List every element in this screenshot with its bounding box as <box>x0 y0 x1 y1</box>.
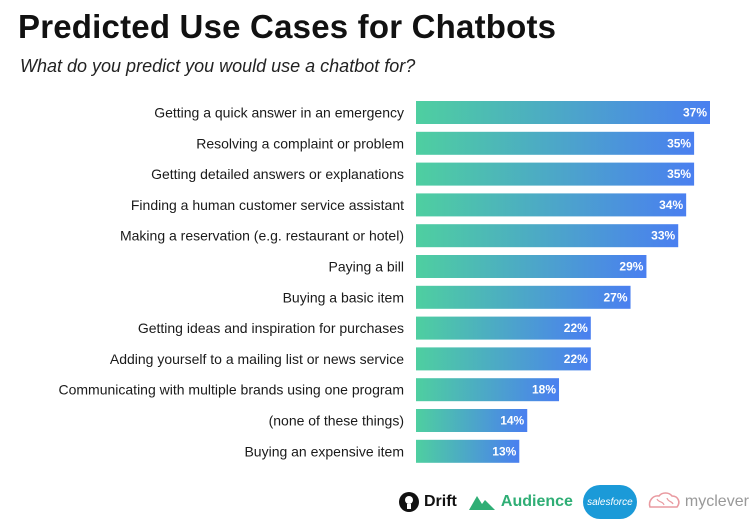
category-label-2: Resolving a complaint or problem <box>196 135 404 151</box>
myclever-logo: myclever <box>647 491 749 513</box>
chart-subtitle: What do you predict you would use a chat… <box>20 56 416 76</box>
value-label-10: 18% <box>532 383 556 397</box>
bar-4 <box>416 193 687 217</box>
value-label-7: 27% <box>604 290 628 304</box>
category-label-11: (none of these things) <box>269 413 404 429</box>
value-label-8: 22% <box>564 321 588 335</box>
audience-logo-text: Audience <box>500 493 573 510</box>
category-label-7: Buying a basic item <box>283 289 404 305</box>
drift-logo-text: Drift <box>424 493 457 510</box>
bar-7 <box>416 285 631 309</box>
salesforce-cloud-icon: salesforce <box>582 485 637 519</box>
value-label-3: 35% <box>667 167 691 181</box>
category-label-1: Getting a quick answer in an emergency <box>154 105 404 121</box>
audience-icon <box>468 496 495 510</box>
bar-8 <box>416 316 591 340</box>
value-label-9: 22% <box>564 352 588 366</box>
bar-chart: Getting a quick answer in an emergency 37… <box>58 101 710 463</box>
category-label-8: Getting ideas and inspiration for purcha… <box>138 320 404 336</box>
sponsor-logos: Drift Audience salesforce myclever <box>398 484 749 520</box>
category-label-9: Adding yourself to a mailing list or new… <box>110 351 404 367</box>
category-label-6: Paying a bill <box>329 259 405 275</box>
myclever-logo-text: myclever <box>684 493 749 510</box>
value-label-12: 13% <box>492 444 516 458</box>
bar-9 <box>416 347 591 371</box>
bars-group: Getting a quick answer in an emergency 37… <box>58 101 710 463</box>
salesforce-logo: salesforce <box>582 485 637 519</box>
value-label-6: 29% <box>619 260 643 274</box>
category-label-4: Finding a human customer service assista… <box>131 197 404 213</box>
value-label-5: 33% <box>651 229 675 243</box>
bar-3 <box>416 162 695 186</box>
bar-11 <box>416 409 528 432</box>
bar-6 <box>416 255 647 278</box>
drift-logo: Drift <box>398 491 457 513</box>
salesforce-logo-text: salesforce <box>587 496 633 508</box>
bar-2 <box>416 131 695 155</box>
value-label-11: 14% <box>500 414 524 428</box>
value-label-2: 35% <box>667 136 691 150</box>
bar-5 <box>416 224 679 248</box>
value-label-1: 37% <box>683 106 707 120</box>
brain-icon <box>648 492 680 508</box>
category-label-3: Getting detailed answers or explanations <box>151 166 404 182</box>
audience-logo: Audience <box>467 492 573 512</box>
drift-icon <box>399 492 419 512</box>
value-label-4: 34% <box>659 198 683 212</box>
bar-10 <box>416 378 560 402</box>
chart-title: Predicted Use Cases for Chatbots <box>18 8 557 45</box>
category-label-5: Making a reservation (e.g. restaurant or… <box>120 228 404 244</box>
category-label-10: Communicating with multiple brands using… <box>58 382 404 398</box>
bar-1 <box>416 101 710 124</box>
bar-12 <box>416 439 520 463</box>
category-label-12: Buying an expensive item <box>244 443 404 459</box>
